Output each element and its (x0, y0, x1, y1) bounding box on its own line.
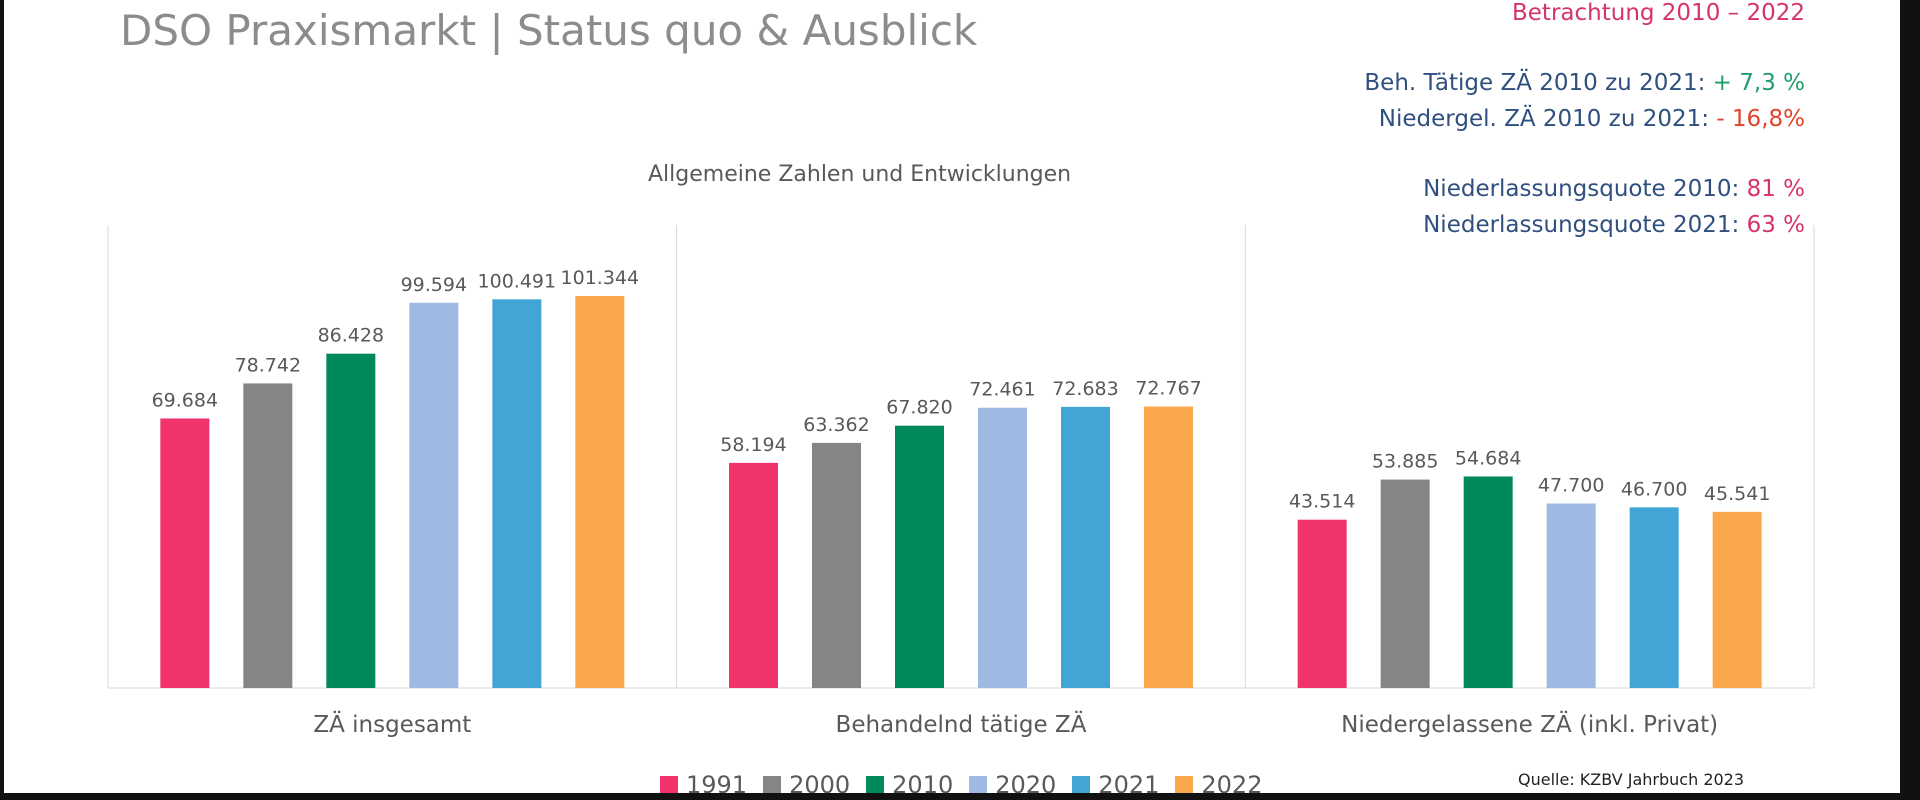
data-label: 101.344 (561, 267, 640, 289)
info-line: Beh. Tätige ZÄ 2010 zu 2021: + 7,3 % (1364, 70, 1805, 96)
legend-swatch (1175, 776, 1194, 793)
bar (1144, 406, 1193, 688)
data-label: 63.362 (803, 414, 869, 436)
bar (160, 418, 210, 688)
info-value: - 16,8% (1716, 106, 1805, 132)
info-label: Niederlassungsquote 2010: (1423, 176, 1747, 202)
legend-swatch (763, 776, 782, 793)
legend-label: 1991 (686, 771, 748, 793)
data-label: 58.194 (720, 434, 786, 456)
data-label: 72.767 (1135, 378, 1201, 400)
data-label: 72.461 (969, 379, 1035, 401)
info-label: Niederlassungsquote 2021: (1423, 212, 1747, 238)
info-value: + 7,3 % (1712, 70, 1805, 96)
data-label: 78.742 (235, 354, 301, 376)
data-label: 69.684 (152, 389, 218, 411)
bar (243, 383, 293, 688)
legend-item: 2010 (866, 771, 953, 793)
legend-label: 2000 (789, 771, 851, 793)
data-label: 67.820 (886, 397, 952, 419)
bar (1546, 503, 1596, 688)
legend-item: 1991 (660, 771, 747, 793)
bar (1061, 406, 1110, 688)
info-line: Niedergel. ZÄ 2010 zu 2021: - 16,8% (1379, 106, 1805, 132)
bar (409, 302, 459, 688)
data-label: 45.541 (1704, 483, 1770, 505)
legend-swatch (866, 776, 885, 793)
legend-swatch (969, 776, 988, 793)
info-label: Niedergel. ZÄ 2010 zu 2021: (1378, 106, 1717, 132)
info-line: Niederlassungsquote 2021: 63 % (1423, 212, 1805, 238)
bar (1712, 511, 1762, 688)
bar (729, 462, 778, 688)
bar (326, 353, 376, 688)
bar (1629, 507, 1679, 688)
info-value: 63 % (1746, 212, 1805, 238)
legend-swatch (1072, 776, 1091, 793)
source-note: Quelle: KZBV Jahrbuch 2023 (1518, 770, 1745, 789)
legend-label: 2022 (1201, 771, 1263, 793)
period-note: Betrachtung 2010 – 2022 (1512, 0, 1805, 26)
info-line: Niederlassungsquote 2010: 81 % (1423, 176, 1805, 202)
info-value: 81 % (1746, 176, 1805, 202)
bar (1463, 476, 1513, 688)
legend-item: 2000 (763, 771, 850, 793)
data-label: 46.700 (1621, 478, 1687, 500)
legend-label: 2020 (995, 771, 1057, 793)
data-label: 53.885 (1372, 451, 1438, 473)
bar (895, 425, 944, 688)
page-title: DSO Praxismarkt | Status quo & Ausblick (120, 6, 978, 55)
data-label: 100.491 (478, 270, 557, 292)
bar (978, 407, 1027, 688)
data-label: 43.514 (1289, 491, 1355, 513)
data-label: 99.594 (401, 274, 467, 296)
data-label: 72.683 (1052, 378, 1118, 400)
legend-swatch (660, 776, 678, 793)
bar (1297, 519, 1347, 688)
bar (812, 442, 861, 688)
slide: DSO Praxismarkt | Status quo & Ausblick … (4, 0, 1900, 793)
data-label: 54.684 (1455, 447, 1521, 469)
legend-item: 2021 (1072, 771, 1159, 793)
data-label: 86.428 (318, 325, 384, 347)
category-label: ZÄ insgesamt (313, 710, 471, 738)
category-label: Niedergelassene ZÄ (inkl. Privat) (1341, 710, 1718, 738)
category-label: Behandelnd tätige ZÄ (836, 710, 1087, 738)
legend-item: 2020 (969, 771, 1056, 793)
chart-legend: 1991 2000 2010 2020 2021 2022 (660, 771, 1262, 793)
bar (492, 299, 542, 688)
legend-label: 2021 (1098, 771, 1160, 793)
bar (575, 296, 625, 688)
bar-chart: 69.684 78.742 86.428 99.594 100.491 101.344 ZÄ… (107, 225, 1815, 738)
info-label: Beh. Tätige ZÄ 2010 zu 2021: (1364, 70, 1713, 96)
legend-label: 2010 (892, 771, 954, 793)
chart-title: Allgemeine Zahlen und Entwicklungen (648, 162, 1072, 187)
data-label: 47.700 (1538, 474, 1604, 496)
legend-item: 2022 (1175, 771, 1262, 793)
bar (1380, 479, 1430, 688)
